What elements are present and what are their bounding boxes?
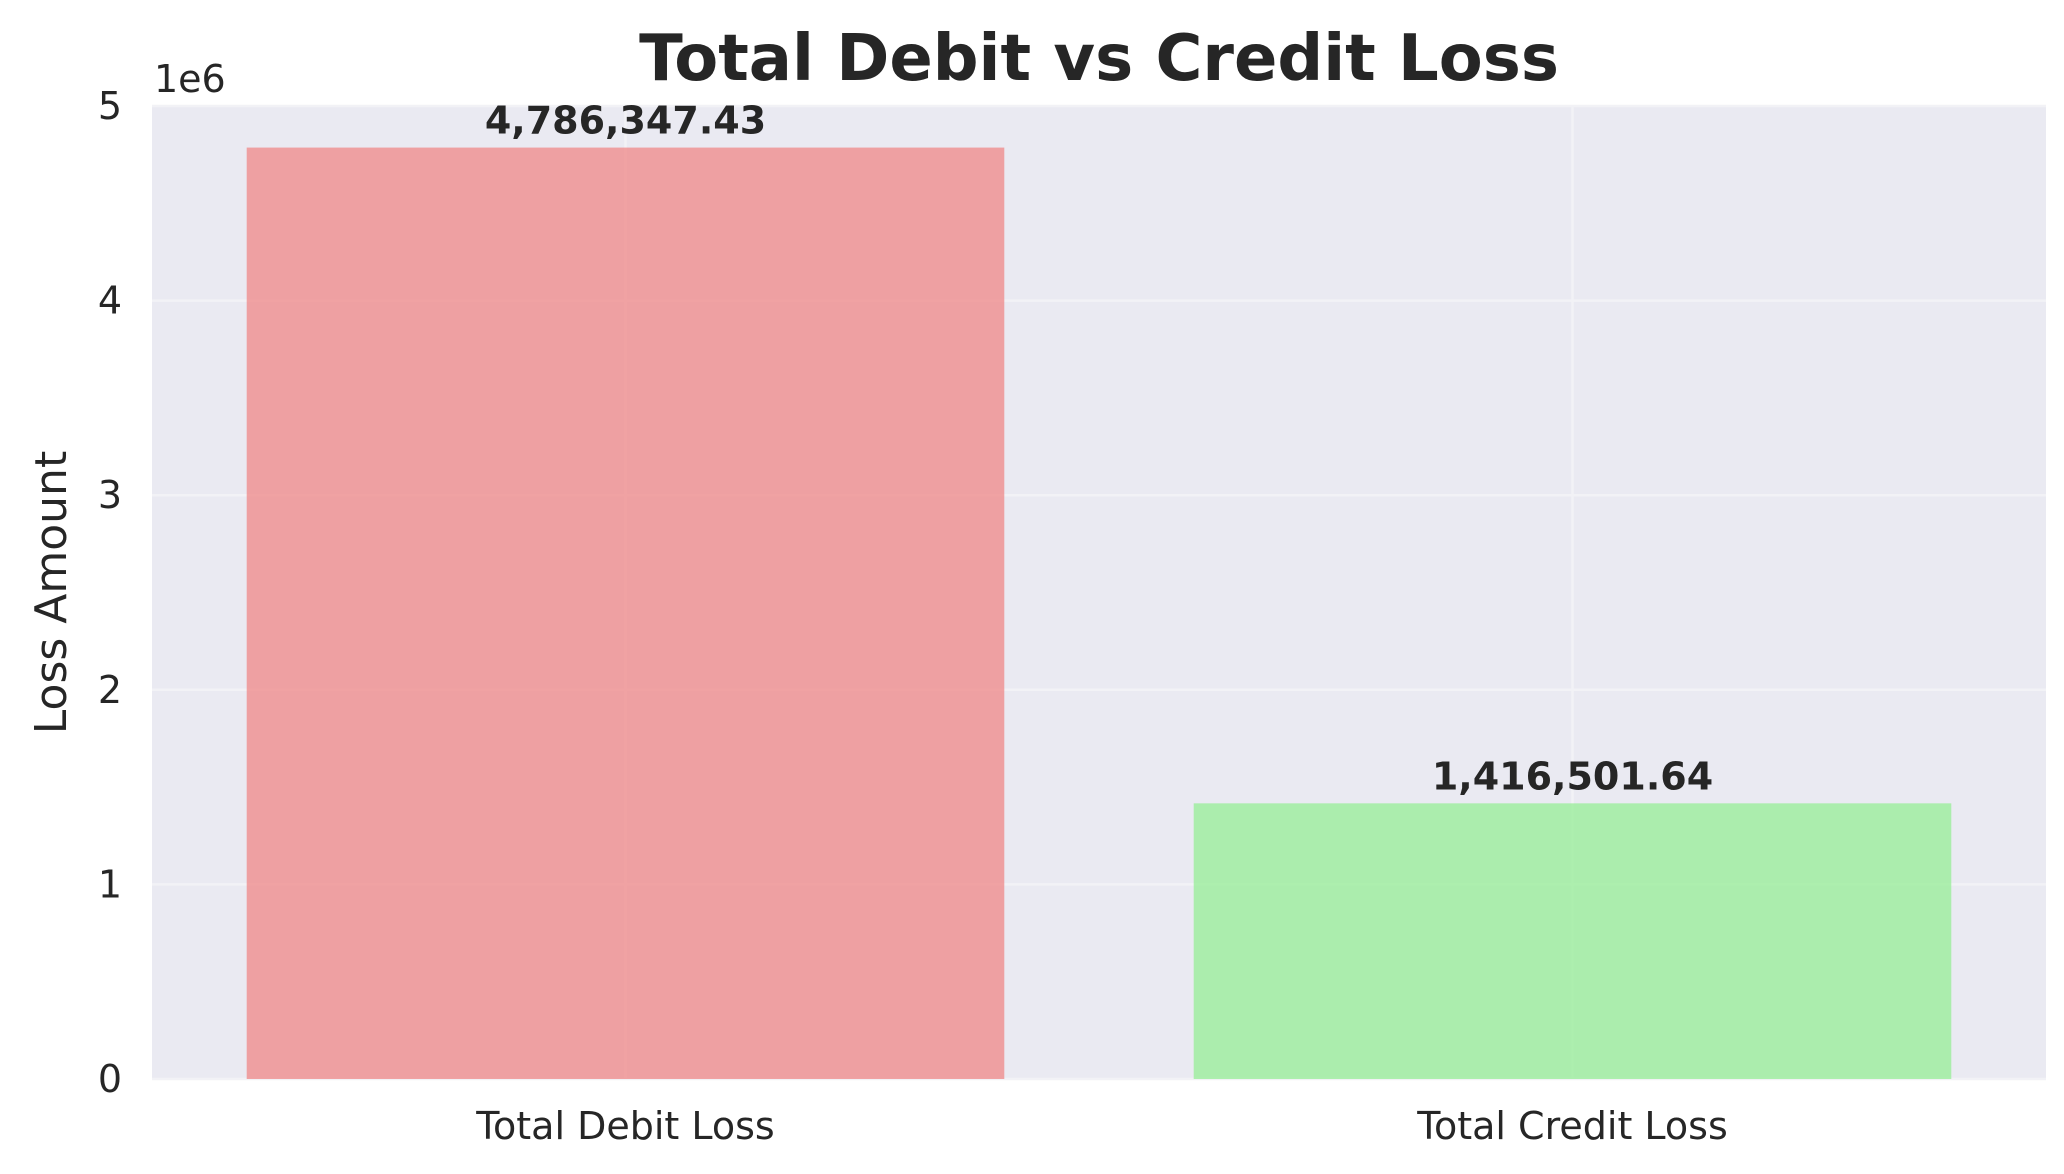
y-tick-label: 5 (98, 84, 122, 128)
y-axis-label: Loss Amount (26, 451, 77, 734)
y-axis-ticks: 0 1 2 3 4 5 (98, 84, 122, 1101)
x-tick-label: Total Debit Loss (475, 1104, 774, 1148)
x-axis-ticks: Total Debit Loss Total Credit Loss (475, 1104, 1728, 1148)
y-tick-label: 3 (98, 473, 122, 517)
bar-value-label: 1,416,501.64 (1432, 754, 1713, 798)
bars (246, 147, 1952, 1080)
y-tick-label: 0 (98, 1057, 122, 1101)
y-tick-label: 2 (98, 668, 122, 712)
value-labels: 4,786,347.43 1,416,501.64 (485, 99, 1713, 799)
chart-title: Total Debit vs Credit Loss (639, 22, 1559, 96)
x-tick-label: Total Credit Loss (1416, 1104, 1728, 1148)
y-axis-offset-label: 1e6 (154, 57, 226, 101)
bar-1 (1193, 803, 1952, 1079)
y-tick-label: 4 (98, 279, 122, 323)
bar-0 (246, 147, 1005, 1080)
y-tick-label: 1 (98, 862, 122, 906)
bar-value-label: 4,786,347.43 (485, 99, 766, 143)
